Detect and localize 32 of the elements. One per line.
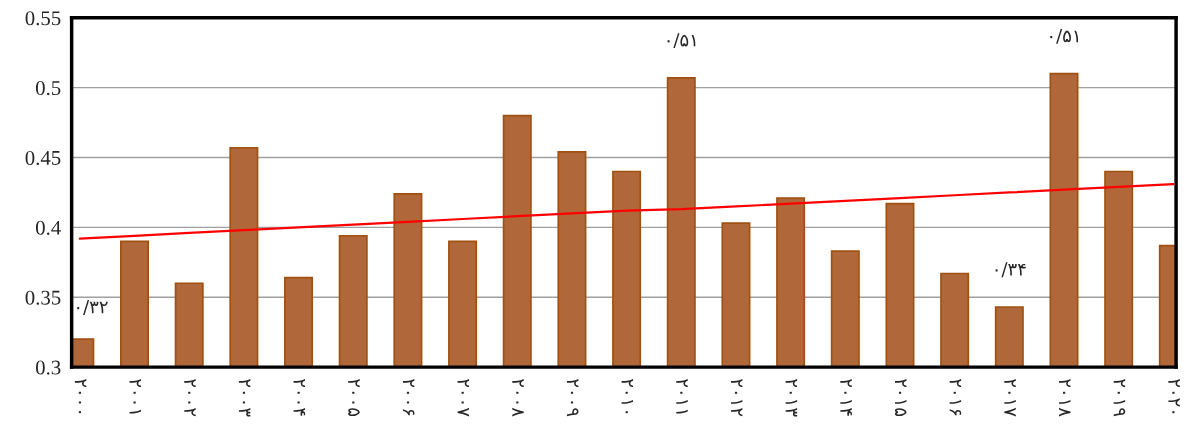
data-label: ۰/۵۱ bbox=[1050, 29, 1079, 44]
x-tick-label: ۲۰۱۷ bbox=[1004, 378, 1016, 417]
data-label: ۰/۵۱ bbox=[667, 33, 696, 49]
x-tick-label: ۲۰۰۱ bbox=[129, 378, 141, 414]
data-label: ۰/۳۲ bbox=[77, 300, 108, 315]
x-tick-label: ۲۰۰۵ bbox=[348, 378, 360, 417]
x-tick-label: ۲۰۱۵ bbox=[894, 378, 907, 417]
x-tick-label: ۲۰۰۳ bbox=[238, 378, 251, 417]
x-tick-label: ۲۰۱۸ bbox=[1059, 378, 1071, 417]
data-label: ۰/۳۴ bbox=[995, 262, 1026, 278]
x-tick-label: ۲۰۰۲ bbox=[184, 378, 196, 417]
line-series bbox=[78, 182, 1175, 240]
x-tick-label: ۲۰۱۴ bbox=[840, 378, 852, 416]
y-tick-label: 0.55 bbox=[25, 11, 61, 26]
y-tick-label: 0.35 bbox=[25, 290, 61, 305]
x-tick-label: ۲۰۱۱ bbox=[676, 378, 688, 414]
x-tick-label: ۲۰۱۶ bbox=[949, 378, 962, 416]
x-tick-label: ۲۰۰۴ bbox=[293, 378, 306, 416]
x-tick-label: ۲۰۰۹ bbox=[566, 378, 579, 417]
x-tick-label: ۲۰۱۲ bbox=[730, 378, 743, 417]
x-tick-label: ۲۰۱۳ bbox=[785, 378, 798, 417]
y-tick-label: 0.45 bbox=[25, 150, 61, 166]
x-tick-label: ۲۰۲۰ bbox=[1168, 378, 1180, 414]
x-tick-label: ۲۰۰۷ bbox=[457, 378, 470, 417]
y-tick-label: 0.4 bbox=[35, 220, 61, 235]
x-tick-label: ۲۰۱۰ bbox=[621, 378, 634, 414]
x-tick-label: ۲۰۰۸ bbox=[512, 378, 524, 417]
x-tick-label: ۲۰۰۶ bbox=[402, 378, 415, 416]
x-tick-label: ۲۰۱۹ bbox=[1113, 378, 1126, 417]
y-tick-label: 0.5 bbox=[35, 81, 61, 96]
y-tick-label: 0.3 bbox=[35, 360, 61, 375]
x-tick-label: ۲۰۰۰ bbox=[74, 378, 87, 414]
